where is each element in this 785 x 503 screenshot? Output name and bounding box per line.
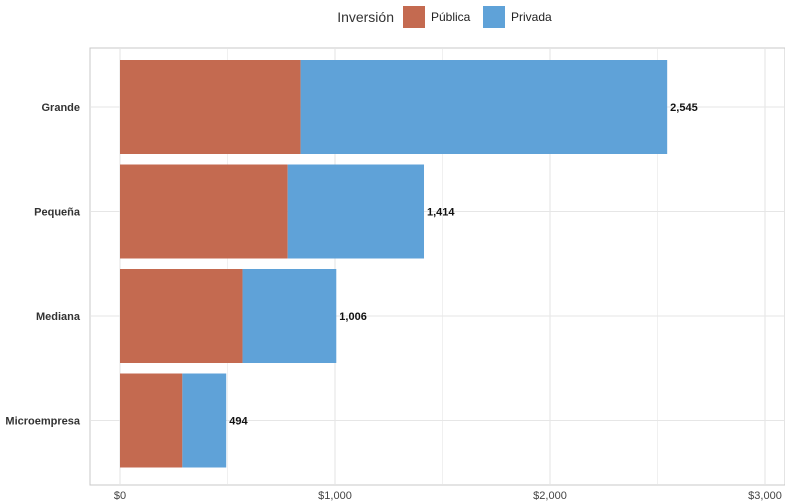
legend: Inversión Pública Privada (337, 6, 552, 28)
category-label: Pequeña (34, 207, 81, 219)
total-label: 494 (229, 416, 248, 428)
plot-panel-border (89, 47, 785, 486)
x-tick-label: $0 (114, 490, 126, 502)
x-tick-label: $1,000 (318, 490, 352, 502)
bar-privada-grande (300, 60, 668, 154)
category-label: Grande (41, 102, 80, 114)
total-label: 1,414 (427, 207, 455, 219)
bar-privada-microempresa (182, 373, 227, 468)
total-label: 1,006 (339, 311, 367, 323)
bar-p-blica-microempresa (120, 373, 183, 468)
category-labels: Grande Pequeña Mediana Microempresa (5, 102, 80, 428)
total-labels: 2,545 1,414 1,006 494 (229, 102, 697, 428)
legend-label: Pública (431, 10, 471, 24)
legend-swatch (483, 6, 505, 28)
bar-p-blica-peque-a (120, 164, 288, 259)
bar-p-blica-grande (120, 60, 301, 154)
legend-title: Inversión (337, 9, 394, 25)
total-label: 2,545 (670, 102, 698, 114)
category-label: Microempresa (5, 416, 80, 428)
bar-privada-mediana (242, 269, 337, 363)
bars (120, 60, 668, 468)
x-tick-label: $2,000 (533, 490, 567, 502)
category-label: Mediana (36, 311, 81, 323)
x-axis-ticks: $0 $1,000 $2,000 $3,000 (114, 490, 782, 502)
legend-swatch (403, 6, 425, 28)
legend-label: Privada (511, 10, 552, 24)
bar-privada-peque-a (287, 164, 425, 259)
x-tick-label: $3,000 (748, 490, 782, 502)
bar-p-blica-mediana (120, 269, 243, 363)
